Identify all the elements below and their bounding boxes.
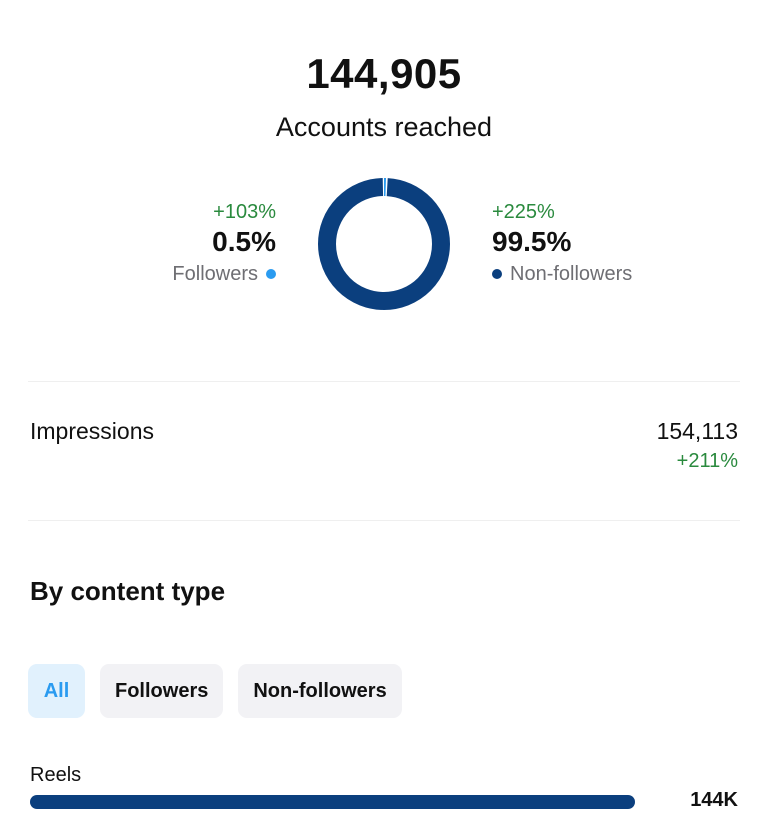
content-row-bar-fill	[30, 795, 635, 809]
filter-chip-all[interactable]: All	[28, 664, 85, 718]
donut-non-followers-segment	[318, 178, 450, 310]
filter-chip-followers[interactable]: Followers	[100, 664, 224, 718]
content-row-bar-track	[30, 795, 635, 809]
content-row-label: Reels	[30, 764, 82, 786]
content-row-value: 144K	[690, 789, 738, 811]
non-followers-dot-icon	[492, 269, 502, 279]
donut-followers-segment	[318, 178, 450, 310]
section-title: By content type	[30, 576, 226, 606]
followers-percent: 0.5%	[212, 226, 276, 257]
divider-top	[28, 381, 740, 382]
non-followers-percent: 99.5%	[492, 226, 572, 257]
audience-donut-chart	[318, 178, 450, 310]
non-followers-stat: +225% 99.5% Non-followers	[492, 200, 632, 288]
divider-bottom	[28, 520, 740, 521]
non-followers-change: +225%	[492, 201, 555, 223]
followers-legend: Followers	[172, 260, 276, 288]
accounts-reached-value: 144,905	[306, 50, 462, 97]
followers-change: +103%	[213, 201, 276, 223]
impressions-label: Impressions	[30, 418, 154, 444]
impressions-change: +211%	[676, 450, 738, 472]
impressions-value: 154,113	[656, 418, 738, 444]
accounts-reached-label: Accounts reached	[275, 112, 493, 142]
non-followers-legend: Non-followers	[492, 260, 632, 288]
followers-legend-label: Followers	[172, 263, 258, 285]
non-followers-legend-label: Non-followers	[510, 263, 633, 285]
content-filter-chips: All Followers Non-followers	[28, 664, 402, 718]
followers-dot-icon	[266, 269, 276, 279]
filter-chip-non-followers[interactable]: Non-followers	[238, 664, 402, 718]
followers-stat: +103% 0.5% Followers	[172, 200, 276, 288]
